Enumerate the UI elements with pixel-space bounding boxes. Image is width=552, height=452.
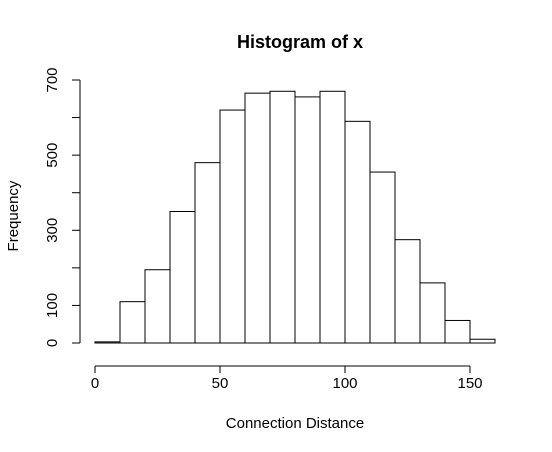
histogram-bar-5 (194, 162, 221, 344)
x-axis-tick-label-150: 150 (457, 375, 482, 392)
x-axis-label: Connection Distance (226, 415, 364, 432)
y-axis-tick-label-0: 0 (44, 339, 61, 347)
y-axis-tick-label-700: 700 (44, 67, 61, 92)
x-axis-tick-label-100: 100 (332, 375, 357, 392)
histogram-bar-1 (94, 341, 121, 344)
chart-title: Histogram of x (237, 32, 363, 52)
y-axis-tick-label-300: 300 (44, 218, 61, 243)
histogram-bar-8 (269, 90, 296, 344)
histogram-bar-9 (294, 96, 321, 344)
x-axis-tick-label-50: 50 (212, 375, 229, 392)
x-axis-tick-label-0: 0 (91, 375, 99, 392)
histogram-bar-16 (469, 338, 496, 344)
histogram-bar-12 (369, 171, 396, 344)
histogram-bar-10 (319, 90, 346, 344)
histogram-bar-11 (344, 120, 371, 344)
histogram-bars (94, 90, 496, 344)
histogram-bar-6 (219, 109, 246, 344)
histogram-bar-3 (144, 269, 171, 344)
y-axis-tick-label-100: 100 (44, 293, 61, 318)
y-axis: 0 100 300 500 700 (44, 67, 81, 347)
histogram-bar-4 (169, 211, 196, 344)
histogram-bar-7 (244, 92, 271, 344)
y-axis-tick-label-500: 500 (44, 143, 61, 168)
x-axis: 0 50 100 150 (91, 365, 483, 392)
histogram-bar-14 (419, 282, 446, 344)
histogram-bar-15 (444, 319, 471, 344)
histogram-bar-2 (119, 301, 146, 344)
histogram-bar-13 (394, 239, 421, 344)
y-axis-label: Frequency (5, 180, 22, 251)
